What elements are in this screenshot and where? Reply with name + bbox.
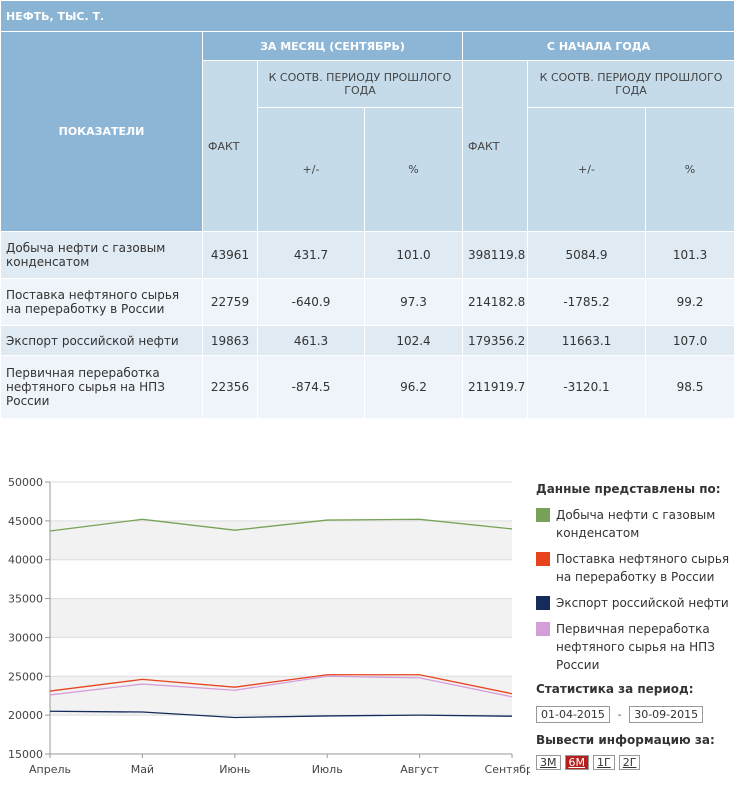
oil-table: НЕФТЬ, ТЫС. Т. ПОКАЗАТЕЛИ ЗА МЕСЯЦ (СЕНТ…: [0, 0, 734, 419]
y-tick-label: 50000: [8, 476, 43, 489]
indicator-cell: Поставка нефтяного сырья на переработку …: [0, 278, 203, 326]
compare-header: К СООТВ. ПЕРИОДУ ПРОШЛОГО ГОДА: [526, 60, 734, 108]
table-row: Поставка нефтяного сырья на переработку …: [0, 278, 734, 326]
value-cell: 5084.9: [527, 231, 646, 279]
value-cell: 211919.7: [462, 355, 528, 419]
diff-header: +/-: [527, 107, 646, 232]
y-tick-label: 25000: [8, 670, 43, 683]
table-title: НЕФТЬ, ТЫС. Т.: [0, 0, 734, 32]
legend-swatch: [536, 508, 550, 522]
value-cell: 101.0: [364, 231, 463, 279]
value-cell: 101.3: [644, 231, 734, 279]
y-tick-label: 45000: [8, 515, 43, 528]
legend-label: Экспорт российской нефти: [556, 596, 729, 610]
fact-header: ФАКТ: [202, 60, 258, 232]
legend-item: Первичная переработка нефтяного сырья на…: [536, 620, 732, 674]
x-tick-label: Август: [400, 763, 439, 776]
value-cell: 102.4: [364, 325, 463, 356]
legend-label: Добыча нефти с газовым конденсатом: [556, 508, 716, 540]
value-cell: 214182.8: [462, 278, 528, 326]
value-cell: -874.5: [257, 355, 365, 419]
legend-label: Первичная переработка нефтяного сырья на…: [556, 622, 715, 672]
grid-band: [50, 520, 512, 560]
month-header: ЗА МЕСЯЦ (СЕНТЯБРЬ): [202, 31, 463, 61]
value-cell: 99.2: [644, 278, 734, 326]
pct-header: %: [364, 107, 463, 232]
x-tick-label: Май: [131, 763, 154, 776]
output-title: Вывести информацию за:: [536, 733, 715, 747]
period-button[interactable]: 3М: [536, 755, 561, 770]
period-button[interactable]: 6М: [564, 755, 589, 770]
period-buttons: 3М 6М 1Г 2Г: [536, 755, 732, 770]
period-button[interactable]: 2Г: [618, 755, 641, 770]
fact-header: ФАКТ: [462, 60, 528, 232]
value-cell: -1785.2: [527, 278, 646, 326]
x-tick-label: Сентябрь: [485, 763, 530, 776]
pct-header: %: [644, 107, 734, 232]
ytd-header: С НАЧАЛА ГОДА: [461, 31, 734, 61]
value-cell: -640.9: [257, 278, 365, 326]
y-tick-label: 35000: [8, 593, 43, 606]
legend-label: Поставка нефтяного сырья на переработку …: [556, 552, 730, 584]
period-button[interactable]: 1Г: [593, 755, 615, 770]
y-tick-label: 40000: [8, 554, 43, 567]
value-cell: 179356.2: [462, 325, 528, 356]
value-cell: 22356: [202, 355, 258, 419]
value-cell: 97.3: [364, 278, 463, 326]
date-from[interactable]: 01-04-2015: [536, 706, 610, 723]
date-to[interactable]: 30-09-2015: [629, 706, 704, 723]
grid-band: [50, 598, 512, 638]
chart: 15000 20000 25000 30000 35000 40000 45000 50000…: [8, 476, 530, 776]
table-row: Первичная переработка нефтяного сырья на…: [0, 355, 734, 419]
y-tick-label: 15000: [8, 748, 43, 761]
legend: Добыча нефти с газовым конденсатом Постав…: [536, 506, 732, 674]
table-row: Экспорт российской нефти 19863 461.3 102.4 1…: [0, 325, 734, 356]
value-cell: 96.2: [364, 355, 463, 419]
series-line: [49, 675, 513, 698]
y-tick-label: 30000: [8, 631, 43, 644]
value-cell: 22759: [202, 278, 258, 326]
value-cell: 11663.1: [527, 325, 646, 356]
compare-header: К СООТВ. ПЕРИОДУ ПРОШЛОГО ГОДА: [257, 60, 463, 108]
date-separator: -: [617, 710, 622, 721]
value-cell: 398119.8: [462, 231, 528, 279]
value-cell: 431.7: [257, 231, 365, 279]
indicator-cell: Экспорт российской нефти: [0, 325, 203, 356]
legend-title: Данные представлены по:: [536, 482, 721, 496]
legend-swatch: [536, 622, 550, 636]
value-cell: 461.3: [257, 325, 365, 356]
x-tick-label: Июнь: [219, 763, 250, 776]
x-tick-label: Июль: [312, 763, 343, 776]
indicator-header: ПОКАЗАТЕЛИ: [0, 31, 203, 232]
y-tick-label: 20000: [8, 709, 43, 722]
indicator-cell: Первичная переработка нефтяного сырья на…: [0, 355, 203, 419]
value-cell: 19863: [202, 325, 258, 356]
table-row: Добыча нефти с газовым конденсатом 43961 4…: [0, 231, 734, 279]
indicator-cell: Добыча нефти с газовым конденсатом: [0, 231, 203, 279]
series-line: [49, 710, 513, 719]
value-cell: 107.0: [644, 325, 734, 356]
period: 01-04-2015 - 30-09-2015: [536, 706, 732, 723]
value-cell: 43961: [202, 231, 258, 279]
period-title: Статистика за период:: [536, 682, 694, 696]
series-line: [49, 674, 513, 695]
diff-header: +/-: [257, 107, 365, 232]
legend-swatch: [536, 552, 550, 566]
value-cell: 98.5: [644, 355, 734, 419]
value-cell: -3120.1: [527, 355, 646, 419]
legend-swatch: [536, 596, 550, 610]
legend-item: Поставка нефтяного сырья на переработку …: [536, 550, 732, 586]
table-body: Добыча нефти с газовым конденсатом 43961 4…: [0, 231, 734, 419]
legend-item: Добыча нефти с газовым конденсатом: [536, 506, 732, 542]
x-tick-label: Апрель: [29, 763, 71, 776]
legend-item: Экспорт российской нефти: [536, 594, 732, 612]
series-line: [49, 518, 513, 532]
sidebar: Данные представлены по: Добыча нефти с г…: [536, 482, 732, 770]
